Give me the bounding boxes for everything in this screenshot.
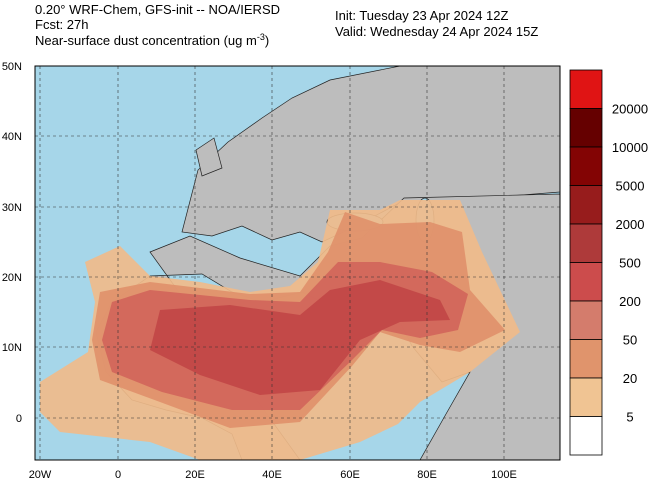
legend-swatch (569, 416, 603, 456)
lat-label: 40N (2, 131, 22, 143)
lat-label: 10N (2, 342, 22, 354)
lat-label: 20N (2, 272, 22, 284)
legend-label: 10000 (612, 140, 648, 155)
map (34, 65, 561, 461)
axis-labels: 50N 40N 30N 20N 10N 0 20W 0 20E 40E 60E 80E 100E (2, 61, 517, 481)
legend-label: 2000 (616, 217, 645, 232)
legend-swatch (569, 69, 603, 109)
legend-label: 20 (623, 371, 637, 386)
lat-label: 50N (2, 61, 22, 73)
lon-label: 100E (491, 469, 517, 481)
valid-time: Valid: Wednesday 24 Apr 2024 15Z (335, 24, 538, 39)
legend-swatch (569, 185, 603, 225)
lon-label: 80E (417, 469, 437, 481)
legend-swatch (569, 339, 603, 379)
forecast-hour: Fcst: 27h (35, 17, 88, 32)
lon-label: 20E (185, 469, 205, 481)
lat-label: 0 (16, 413, 22, 425)
lon-label: 0 (115, 469, 121, 481)
legend-label: 500 (619, 256, 641, 271)
legend-label: 20000 (612, 102, 648, 117)
legend-label: 200 (619, 294, 641, 309)
lon-label: 40E (262, 469, 282, 481)
land-uk (195, 137, 223, 177)
legend-swatch (569, 223, 603, 263)
legend-swatch (569, 377, 603, 417)
field-end: ) (265, 33, 269, 48)
field-sup: -3 (257, 32, 265, 42)
legend-label: 5 (626, 410, 633, 425)
legend-label: 50 (623, 333, 637, 348)
legend-swatch (569, 146, 603, 186)
legend-label: 5000 (616, 179, 645, 194)
map-frame (34, 65, 561, 461)
model-title: 0.20° WRF-Chem, GFS-init -- NOA/IERSD (35, 2, 280, 17)
field-text: Near-surface dust concentration (ug m (35, 33, 257, 48)
lat-label: 30N (2, 202, 22, 214)
dust-core (150, 280, 450, 395)
field-title: Near-surface dust concentration (ug m-3) (35, 32, 269, 48)
legend: 20000 10000 5000 2000 500 200 50 20 5 (569, 69, 648, 456)
legend-swatch (569, 262, 603, 302)
legend-swatch (569, 300, 603, 340)
init-time: Init: Tuesday 23 Apr 2024 12Z (335, 8, 509, 23)
lon-label: 60E (340, 469, 360, 481)
lon-label: 20W (29, 469, 52, 481)
legend-swatch (569, 108, 603, 148)
